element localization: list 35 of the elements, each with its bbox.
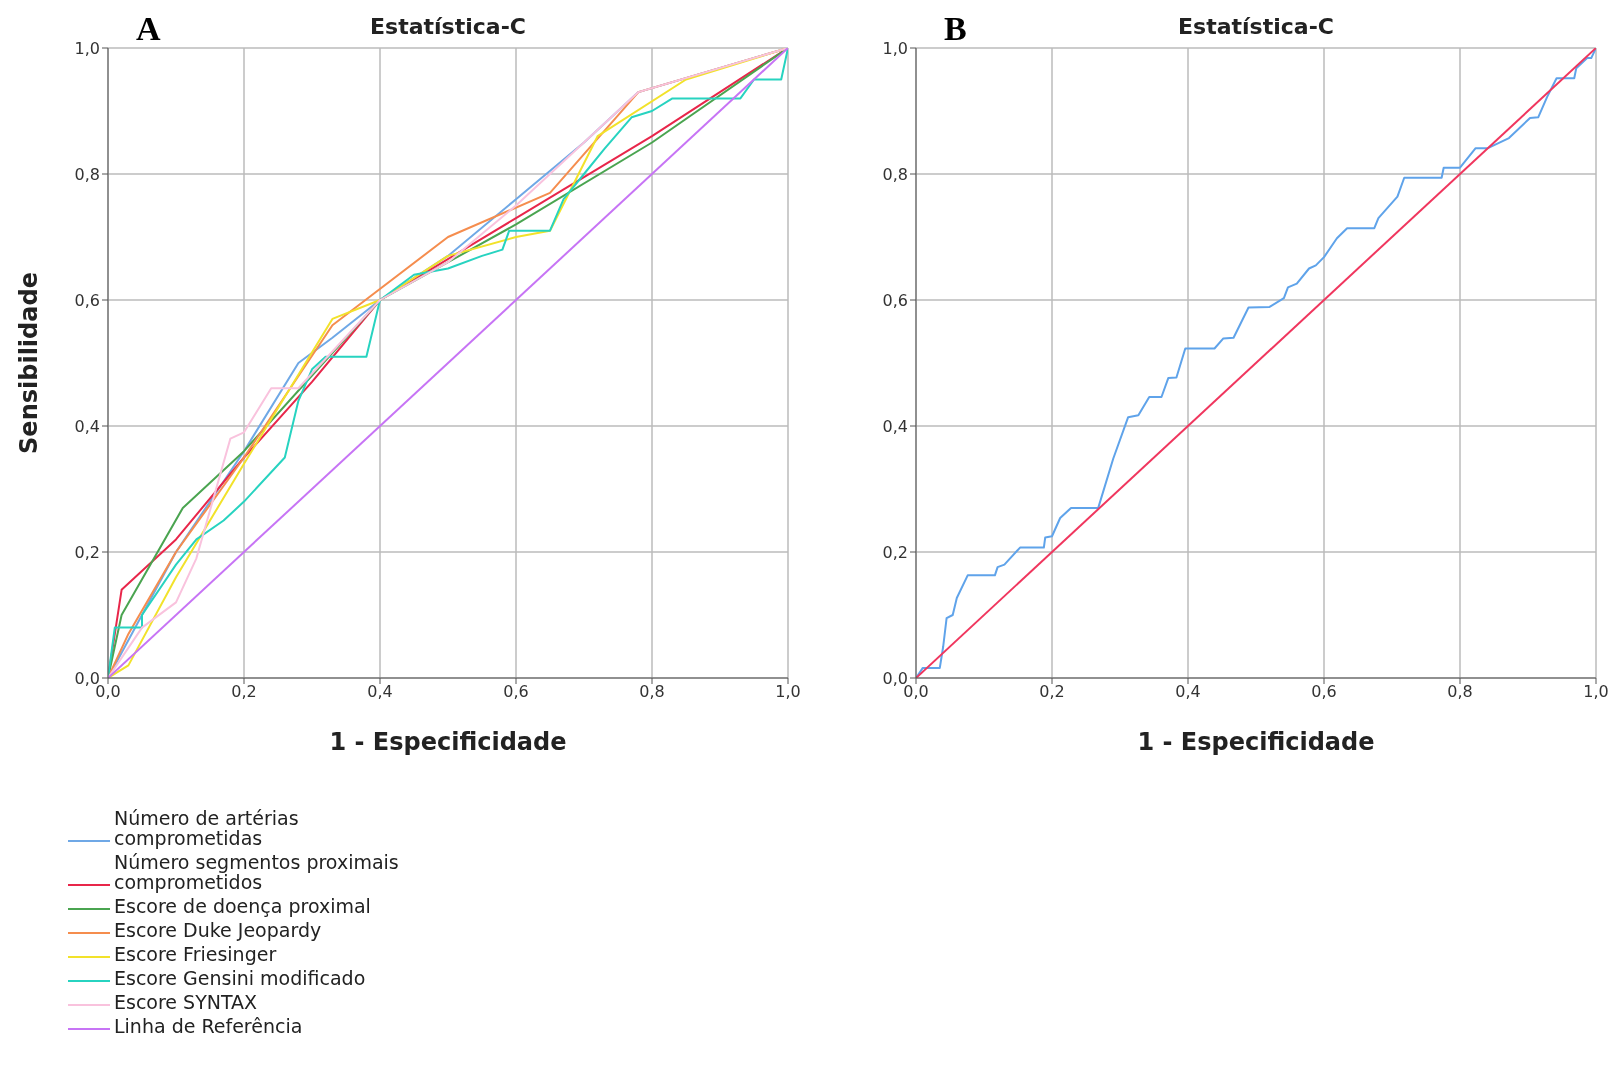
x-axis-title: 1 - Especificidade bbox=[1137, 728, 1375, 756]
legend-label: Escore Duke Jeopardy bbox=[114, 919, 323, 941]
y-tick-label: 0,6 bbox=[74, 290, 100, 310]
legend-label: Número segmentos proximais comprometidos bbox=[114, 851, 400, 893]
legend-label: Linha de Referência bbox=[114, 1015, 304, 1037]
x-tick-label: 0,4 bbox=[367, 682, 393, 702]
y-tick-label: 1,0 bbox=[74, 38, 100, 58]
y-tick-label: 0,4 bbox=[74, 416, 100, 436]
x-tick-label: 0,4 bbox=[1175, 682, 1201, 702]
y-tick-label: 0,2 bbox=[882, 542, 908, 562]
legend-label: Número de artérias comprometidas bbox=[114, 807, 300, 849]
legend-label: Escore Friesinger bbox=[114, 943, 278, 965]
y-axis-title: Sensibilidade bbox=[14, 272, 43, 454]
y-tick-label: 0,6 bbox=[882, 290, 908, 310]
x-tick-label: 1,0 bbox=[775, 682, 801, 702]
x-axis-title: 1 - Especificidade bbox=[329, 728, 567, 756]
legend-label: Escore de doença proximal bbox=[114, 895, 372, 917]
x-tick-label: 0,8 bbox=[639, 682, 665, 702]
x-tick-label: 1,0 bbox=[1583, 682, 1609, 702]
y-tick-label: 0,8 bbox=[882, 164, 908, 184]
y-tick-label: 0,8 bbox=[74, 164, 100, 184]
text: A bbox=[136, 10, 161, 48]
x-tick-label: 0,6 bbox=[503, 682, 529, 702]
x-tick-label: 0,2 bbox=[231, 682, 257, 702]
y-tick-label: 1,0 bbox=[882, 38, 908, 58]
chart-title: Estatística-C bbox=[1178, 14, 1334, 39]
chart-title: Estatística-C bbox=[370, 14, 526, 39]
y-tick-label: 0,2 bbox=[74, 542, 100, 562]
legend-label: Escore Gensini modificado bbox=[114, 967, 367, 989]
x-tick-label: 0,6 bbox=[1311, 682, 1337, 702]
y-tick-label: 0,4 bbox=[882, 416, 908, 436]
text: B bbox=[944, 10, 967, 48]
legend-label: Escore SYNTAX bbox=[114, 991, 259, 1013]
x-tick-label: 0,2 bbox=[1039, 682, 1065, 702]
x-tick-label: 0,8 bbox=[1447, 682, 1473, 702]
